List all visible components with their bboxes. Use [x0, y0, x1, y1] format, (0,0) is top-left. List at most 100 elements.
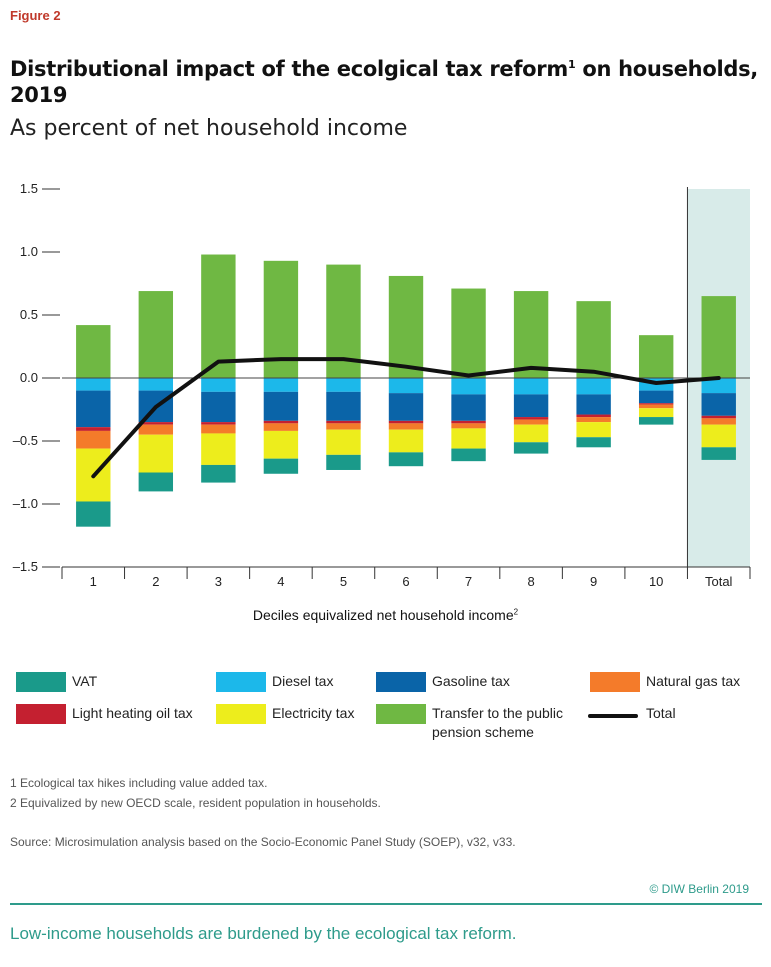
legend-label-heating-oil: Light heating oil tax	[72, 705, 193, 721]
bar-segment	[263, 391, 299, 421]
bar-segment	[76, 378, 111, 391]
bar-segment	[576, 422, 611, 438]
chart-title: Distributional impact of the ecolgical t…	[10, 52, 765, 108]
bar-segment	[701, 393, 736, 416]
legend-item-gasoline: Gasoline tax	[376, 672, 510, 692]
bar-segment	[263, 430, 299, 459]
title-rest: on households, 2019	[10, 57, 758, 107]
bar-segment	[76, 390, 111, 428]
bar-segment	[576, 417, 611, 423]
bar-segment	[638, 335, 674, 378]
x-axis-footnote-marker: 2	[513, 607, 519, 617]
bar-segment	[701, 424, 736, 448]
x-tick-label: 7	[465, 574, 472, 589]
bar-segment	[138, 434, 174, 473]
legend-label-vat: VAT	[72, 673, 98, 689]
bar-segment	[388, 420, 424, 424]
stacked-bar-chart: 1.5 1.0 0.5 0.0 –0.5 –1.0 –1.5 1 2 3 4 5 6 7 8 9 10 Total	[13, 181, 751, 589]
bar-segment	[388, 423, 424, 430]
legend-swatch-electricity	[216, 704, 266, 724]
bar-segment	[201, 391, 236, 423]
legend-item-vat: VAT	[16, 672, 97, 692]
bar-segment	[451, 448, 486, 462]
legend-item-natural-gas: Natural gas tax	[590, 672, 740, 692]
bar-segment	[513, 378, 549, 395]
legend-item-electricity: Electricity tax	[216, 704, 354, 724]
legend-swatch-heating-oil	[16, 704, 66, 724]
bar-segment	[326, 420, 361, 424]
bar-segment	[76, 501, 111, 527]
bar-segment	[76, 325, 111, 378]
x-tick-label: 10	[649, 574, 663, 589]
bar-segment	[701, 447, 736, 460]
legend-swatch-pension	[376, 704, 426, 724]
bar-segment	[638, 417, 674, 425]
bar-segment	[201, 422, 236, 425]
bar-segment	[263, 378, 299, 392]
legend-label-pension: Transfer to the public pension scheme	[432, 705, 563, 740]
bar-segment	[513, 424, 549, 443]
legend-swatch-natural-gas	[590, 672, 640, 692]
x-tick-label: 1	[90, 574, 97, 589]
x-tick-label: 9	[590, 574, 597, 589]
bar-segment	[513, 442, 549, 454]
title-footnote-marker: 1	[567, 58, 576, 71]
footnote-1: 1 Ecological tax hikes including value a…	[10, 776, 268, 790]
bar-segment	[576, 378, 611, 395]
bar-segment	[263, 423, 299, 431]
bar-segment	[138, 424, 174, 435]
bar-segment	[76, 430, 111, 449]
bar-segment	[138, 422, 174, 425]
bar-segment	[451, 423, 486, 429]
bar-segment	[451, 394, 486, 421]
x-tick-label: 3	[215, 574, 222, 589]
y-tick-label: –1.5	[13, 559, 38, 574]
bar-segment	[576, 394, 611, 415]
title-main: Distributional impact of the ecolgical t…	[10, 57, 568, 81]
legend-label-natural-gas: Natural gas tax	[646, 673, 741, 689]
chart-subtitle: As percent of net household income	[10, 116, 408, 141]
x-tick-label: 5	[340, 574, 347, 589]
x-tick-label: 4	[277, 574, 284, 589]
legend-item-heating-oil: Light heating oil tax	[16, 704, 193, 724]
bar-segment	[326, 391, 361, 421]
y-tick-label: –1.0	[13, 496, 38, 511]
y-tick-label: 0.0	[20, 370, 38, 385]
bar-segment	[263, 458, 299, 474]
bar-segment	[576, 437, 611, 448]
bar-segment	[388, 275, 424, 378]
legend-item-diesel: Diesel tax	[216, 672, 333, 692]
divider	[10, 903, 762, 905]
copyright: © DIW Berlin 2019	[649, 882, 749, 896]
bar-segment	[388, 378, 424, 394]
bar-segment	[201, 254, 236, 378]
legend-item-total: Total	[588, 704, 676, 723]
footnotes: 1 Ecological tax hikes including value a…	[10, 776, 381, 816]
bar-segment	[451, 288, 486, 378]
bar-segment	[201, 378, 236, 392]
bar-segment	[638, 403, 674, 405]
bar-segment	[138, 472, 174, 492]
bar-segment	[701, 418, 736, 425]
bar-segment	[513, 291, 549, 378]
x-tick-label: 6	[402, 574, 409, 589]
summary-statement: Low-income households are burdened by th…	[10, 924, 517, 943]
bar-segment	[513, 419, 549, 425]
legend: VAT Diesel tax Gasoline tax Natural gas …	[0, 668, 771, 748]
legend-label-total: Total	[646, 705, 676, 721]
bar-segment	[513, 417, 549, 420]
x-tick-label: Total	[705, 574, 733, 589]
bar-segment	[326, 378, 361, 392]
bar-segment	[576, 301, 611, 378]
bar-segment	[701, 378, 736, 394]
legend-label-diesel: Diesel tax	[272, 673, 334, 689]
source-note: Source: Microsimulation analysis based o…	[10, 835, 516, 849]
bar-segment	[576, 414, 611, 418]
bar-segment	[701, 415, 736, 419]
y-tick-label: 1.0	[20, 244, 38, 259]
footnote-2: 2 Equivalized by new OECD scale, residen…	[10, 796, 381, 810]
bar-segment	[451, 420, 486, 424]
bar-segment	[451, 378, 486, 395]
bar-segment	[201, 424, 236, 434]
legend-swatch-diesel	[216, 672, 266, 692]
